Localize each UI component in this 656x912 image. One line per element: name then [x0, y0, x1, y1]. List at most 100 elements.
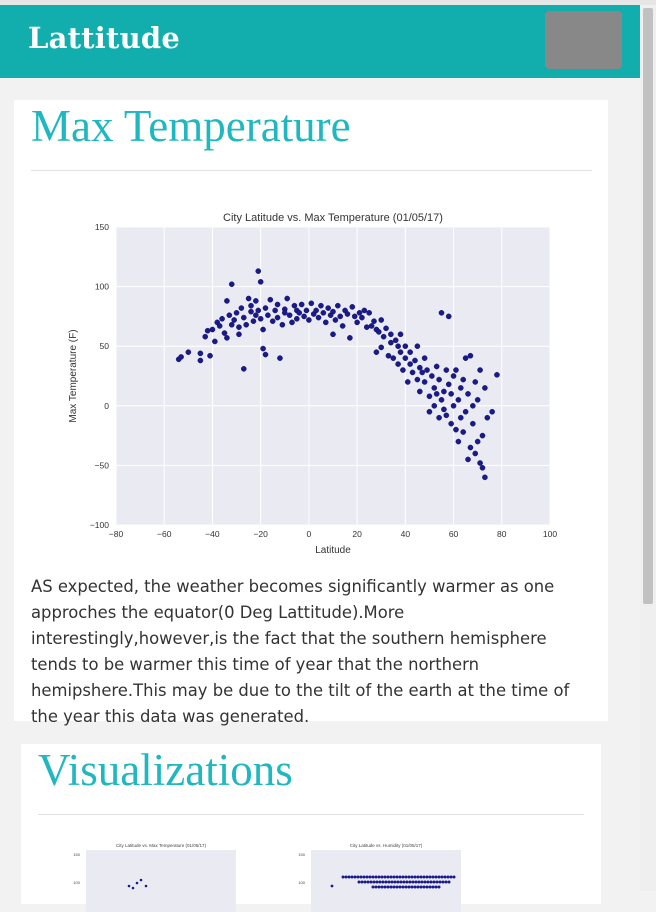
data-point [335, 302, 341, 309]
data-point [482, 474, 488, 481]
max-temperature-card: Max Temperature City Latitude vs. Max Te… [14, 100, 608, 726]
x-tick-label: −60 [157, 529, 172, 539]
data-point [419, 369, 426, 376]
data-point [255, 268, 262, 274]
thumbnail-point [375, 880, 379, 884]
data-point [224, 298, 230, 304]
data-point [306, 317, 312, 323]
data-point [378, 317, 385, 323]
data-point [178, 354, 184, 360]
data-point [395, 343, 401, 349]
thumbnail-point [449, 875, 453, 879]
data-point [351, 313, 358, 320]
data-point [421, 379, 428, 385]
thumbnail-point [377, 875, 381, 879]
thumbnail-chart-1[interactable]: City Latitude vs. Max Temperature (01/05… [73, 843, 236, 912]
thumbnail-point [425, 885, 429, 889]
data-point [349, 304, 356, 310]
thumbnail-point [435, 880, 439, 884]
thumbnail-point [380, 875, 384, 879]
thumbnail-point [447, 880, 451, 884]
data-point [376, 329, 382, 335]
data-point [470, 402, 476, 409]
thumbnail-point [434, 875, 438, 879]
data-point [380, 333, 387, 340]
thumbnail-point [438, 880, 442, 884]
data-point [390, 355, 397, 361]
y-tick-label: −50 [95, 460, 110, 470]
thumbnail-plot-area [86, 850, 236, 912]
data-point [253, 298, 259, 304]
data-point [236, 324, 242, 330]
thumbnail-point [410, 885, 414, 889]
thumbnail-point [363, 880, 367, 884]
thumbnail-point [431, 885, 435, 889]
brand-title[interactable]: Lattitude [28, 21, 180, 55]
data-point [438, 397, 445, 403]
thumbnail-point [419, 875, 423, 879]
thumbnail-tick: 150 [73, 852, 80, 857]
data-point [443, 412, 450, 419]
data-point [426, 393, 433, 400]
data-point [339, 323, 346, 329]
section-divider [38, 814, 584, 815]
data-point [269, 318, 276, 324]
data-point [279, 321, 286, 328]
thumbnail-point [431, 875, 435, 879]
thumbnail-point [374, 875, 378, 879]
chart-title: City Latitude vs. Max Temperature (01/05… [223, 212, 443, 224]
thumbnail-point [344, 875, 348, 879]
thumbnail-point [440, 875, 444, 879]
thumbnail-point [428, 875, 432, 879]
thumbnail-point [135, 881, 139, 885]
data-point [416, 364, 423, 371]
navbar: Lattitude [0, 5, 640, 78]
data-point [277, 355, 283, 361]
data-point [416, 388, 423, 395]
data-point [407, 361, 413, 367]
thumbnail-point [368, 875, 372, 879]
thumbnail-title: City Latitude vs. Max Temperature (01/05… [116, 843, 206, 848]
menu-toggle-button[interactable] [545, 11, 622, 69]
data-point [474, 397, 481, 403]
thumbnail-point [411, 880, 415, 884]
thumbnail-point [384, 880, 388, 884]
thumbnail-point [144, 884, 148, 888]
data-point [337, 313, 344, 320]
thumbnail-point [410, 875, 414, 879]
data-point [354, 319, 360, 326]
data-point [373, 349, 380, 355]
data-point [462, 408, 469, 415]
data-point [465, 456, 471, 463]
data-point [412, 357, 418, 364]
data-point [477, 460, 483, 466]
thumbnail-point [374, 885, 378, 889]
data-point [470, 420, 476, 427]
data-point [465, 391, 471, 397]
data-point [429, 373, 435, 379]
data-point [253, 312, 259, 319]
data-point [330, 308, 336, 315]
data-point [330, 331, 336, 338]
data-point [407, 349, 413, 355]
data-point [388, 339, 394, 346]
data-point [443, 367, 450, 373]
data-point [231, 317, 237, 323]
y-axis-label: Max Temperature (F) [68, 329, 79, 422]
thumbnail-point [381, 880, 385, 884]
thumbnail-point [407, 875, 411, 879]
thumbnail-point [393, 880, 397, 884]
data-point [257, 315, 264, 322]
data-point [474, 438, 481, 445]
data-point [238, 305, 245, 311]
scrollbar-thumb[interactable] [643, 8, 653, 604]
data-point [236, 331, 242, 338]
thumbnail-point [399, 880, 403, 884]
section-heading: Visualizations [38, 745, 293, 795]
y-tick-label: 0 [104, 401, 109, 411]
data-point [267, 296, 274, 303]
visualization-thumbnails[interactable]: City Latitude vs. Max Temperature (01/05… [21, 842, 601, 912]
thumbnail-point [426, 880, 430, 884]
thumbnail-point [404, 875, 408, 879]
x-tick-label: 40 [401, 529, 411, 539]
